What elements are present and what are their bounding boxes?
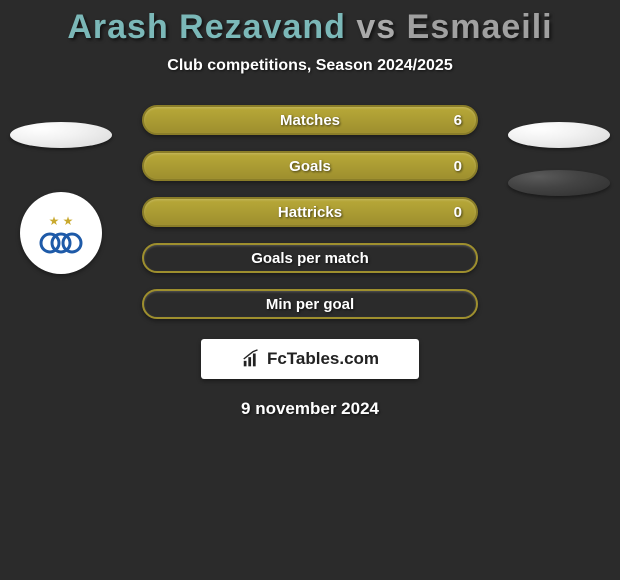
left-oval-0: [10, 122, 112, 148]
right-column: [508, 122, 610, 196]
footer-date: 9 november 2024: [0, 399, 620, 419]
stat-bar-mpg: Min per goal: [142, 289, 478, 319]
right-oval-1: [508, 170, 610, 196]
stat-bar-gpm: Goals per match: [142, 243, 478, 273]
club-logo: ★ ★: [20, 192, 102, 274]
stat-bar-hattricks: Hattricks 0: [142, 197, 478, 227]
club-rings-icon: [39, 230, 83, 256]
player1-name: Arash Rezavand: [67, 8, 346, 46]
stat-label: Hattricks: [278, 204, 342, 221]
attribution-text: FcTables.com: [267, 349, 379, 369]
right-oval-0: [508, 122, 610, 148]
page-title: Arash Rezavand vs Esmaeili: [0, 0, 620, 47]
club-stars: ★ ★: [49, 214, 74, 228]
subtitle-text: Club competitions, Season 2024/2025: [0, 57, 620, 75]
left-column: ★ ★: [10, 122, 112, 274]
stat-label: Goals: [289, 158, 331, 175]
stat-bar-goals: Goals 0: [142, 151, 478, 181]
vs-text: vs: [356, 8, 396, 46]
chart-icon: [241, 348, 263, 370]
stat-value-right: 0: [454, 158, 462, 175]
stat-value-right: 6: [454, 112, 462, 129]
stat-label: Matches: [280, 112, 340, 129]
stat-value-right: 0: [454, 204, 462, 221]
stat-label: Goals per match: [251, 250, 369, 267]
attribution-badge: FcTables.com: [201, 339, 419, 379]
stat-bar-matches: Matches 6: [142, 105, 478, 135]
player2-name: Esmaeili: [407, 8, 553, 46]
stat-label: Min per goal: [266, 296, 354, 313]
